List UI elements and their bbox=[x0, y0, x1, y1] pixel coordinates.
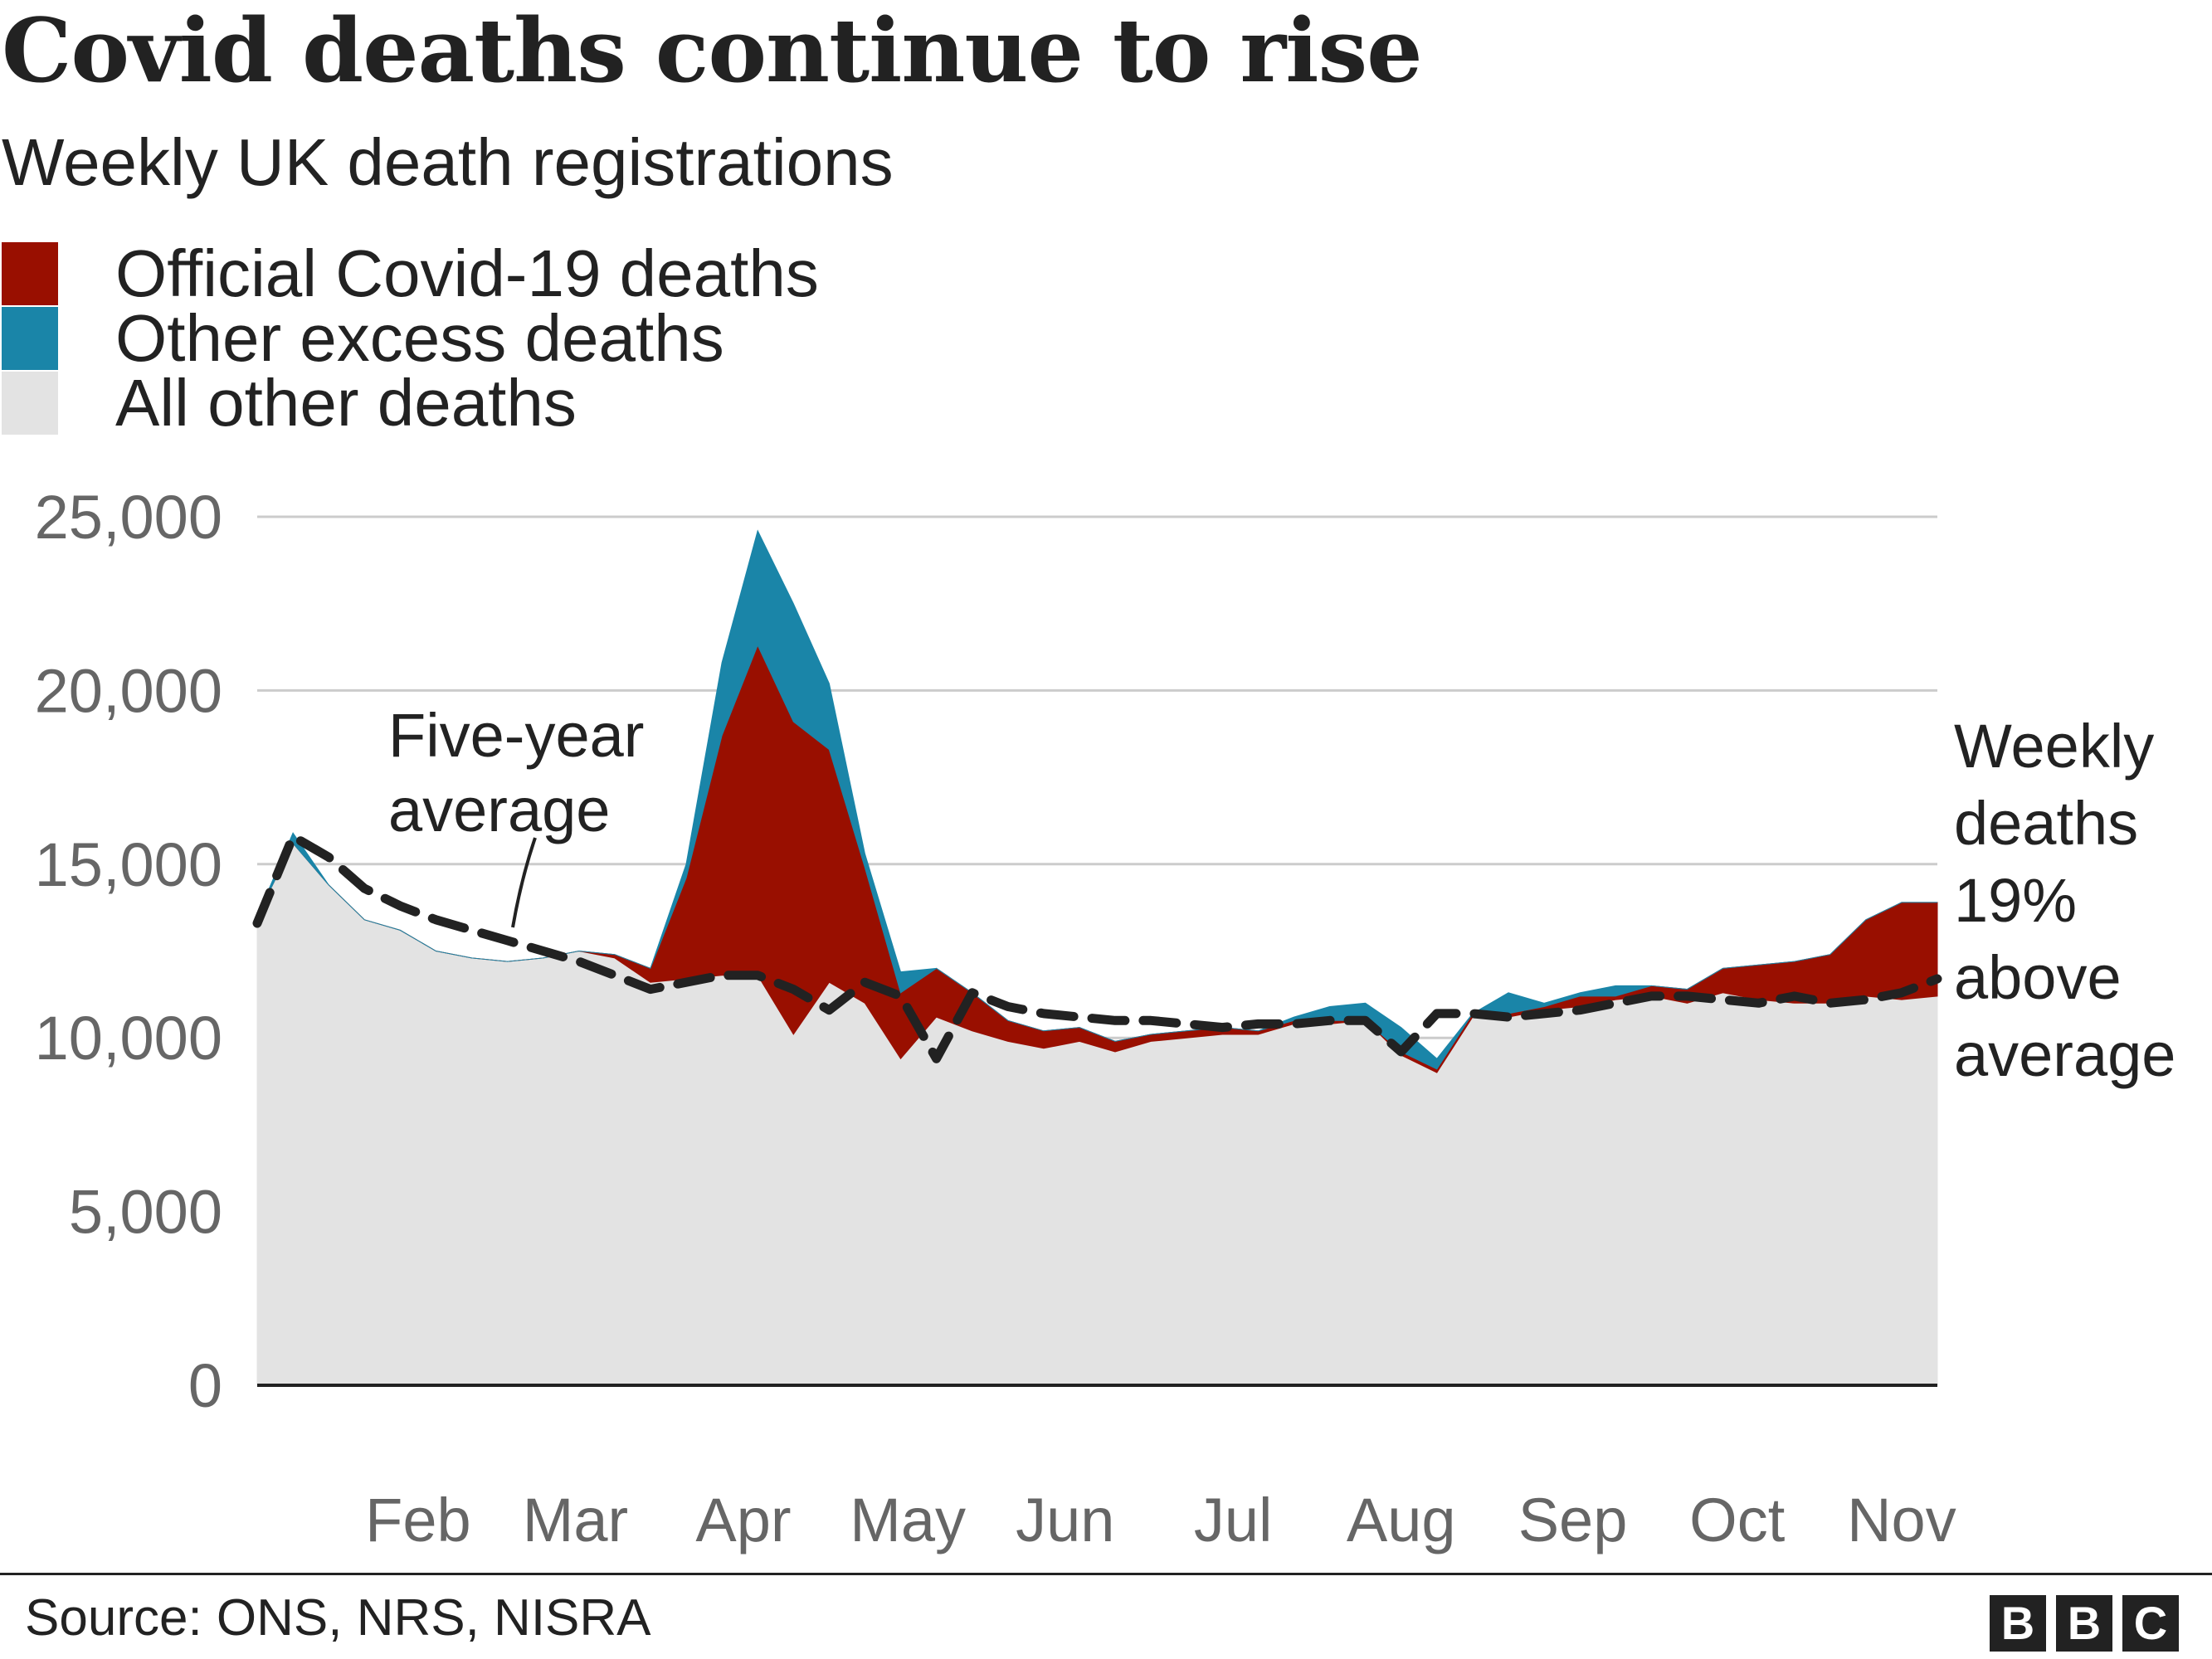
five-year-annotation-pointer bbox=[511, 837, 537, 928]
y-tick-label: 20,000 bbox=[35, 656, 222, 725]
x-tick-label: Mar bbox=[523, 1486, 628, 1554]
annotations: Five-year average Weekly deaths 19% abov… bbox=[388, 701, 2175, 1089]
area-other-excess-deaths bbox=[256, 529, 1937, 1070]
x-tick-label: May bbox=[850, 1486, 966, 1554]
area-all-other-deaths bbox=[256, 842, 1938, 1386]
legend-label-all-other: All other deaths bbox=[115, 366, 577, 440]
chart-subtitle: Weekly UK death registrations bbox=[2, 125, 894, 199]
legend-swatch-all-other bbox=[2, 372, 58, 435]
death-registrations-chart: 0 5,000 10,000 15,000 20,000 25,000 Feb Mar Apr M… bbox=[35, 483, 2176, 1554]
legend-swatch-covid bbox=[2, 242, 58, 305]
bbc-logo: B B C bbox=[1990, 1595, 2179, 1652]
y-tick-label: 0 bbox=[188, 1351, 222, 1420]
five-year-average-path bbox=[252, 831, 1942, 1063]
weekly-annotation-line-5: average bbox=[1954, 1020, 2175, 1089]
legend-label-other-excess: Other excess deaths bbox=[115, 301, 724, 375]
y-tick-label: 10,000 bbox=[35, 1004, 222, 1073]
legend-label-covid: Official Covid-19 deaths bbox=[115, 236, 819, 310]
weekly-annotation-line-2: deaths bbox=[1954, 789, 2138, 858]
x-tick-label: Feb bbox=[365, 1486, 471, 1554]
axis-ticks: 0 5,000 10,000 15,000 20,000 25,000 Feb Mar Apr M… bbox=[35, 483, 1956, 1554]
legend-swatch-other-excess bbox=[2, 307, 58, 370]
x-tick-label: Jul bbox=[1194, 1486, 1273, 1554]
bbc-logo-letter-c: C bbox=[2122, 1595, 2179, 1652]
bbc-logo-letter-b2: B bbox=[2056, 1595, 2112, 1652]
bbc-logo-letter-b1: B bbox=[1990, 1595, 2046, 1652]
y-tick-label: 5,000 bbox=[69, 1178, 222, 1247]
weekly-annotation-line-3: 19% bbox=[1954, 866, 2077, 935]
x-tick-label: Apr bbox=[695, 1486, 791, 1554]
source-note: Source: ONS, NRS, NISRA bbox=[25, 1589, 651, 1647]
y-tick-label: 25,000 bbox=[35, 483, 222, 552]
x-tick-label: Sep bbox=[1518, 1486, 1628, 1554]
x-tick-label: Jun bbox=[1016, 1486, 1114, 1554]
x-tick-label: Oct bbox=[1689, 1486, 1786, 1554]
x-tick-label: Aug bbox=[1347, 1486, 1456, 1554]
weekly-annotation-line-4: above bbox=[1954, 943, 2122, 1012]
weekly-annotation-line-1: Weekly bbox=[1954, 712, 2154, 781]
five-year-annotation-line-2: average bbox=[388, 776, 610, 844]
x-tick-label: Nov bbox=[1847, 1486, 1956, 1554]
five-year-average-line bbox=[252, 831, 1942, 1063]
stacked-areas bbox=[256, 529, 1938, 1386]
y-tick-label: 15,000 bbox=[35, 830, 222, 899]
footer-rule bbox=[0, 1573, 2212, 1575]
five-year-annotation-line-1: Five-year bbox=[388, 701, 644, 770]
chart-title: Covid deaths continue to rise bbox=[2, 0, 1423, 102]
